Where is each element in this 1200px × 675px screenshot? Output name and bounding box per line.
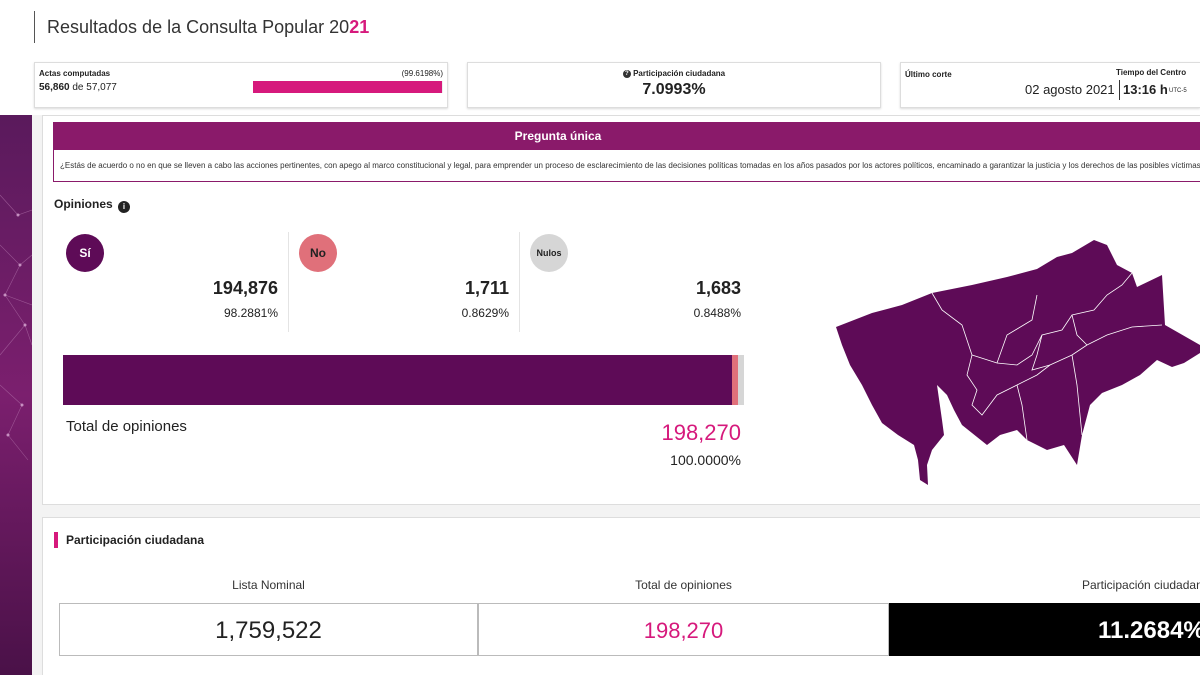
option-si-percent: 98.2881% xyxy=(223,306,278,320)
actas-computed: 56,860 xyxy=(39,82,70,93)
actas-of: de xyxy=(72,82,84,93)
option-no-percent: 0.8629% xyxy=(461,306,509,320)
network-pattern-icon xyxy=(0,194,32,461)
corte-label: Último corte xyxy=(905,70,952,79)
participacion-top-value: 7.0993% xyxy=(642,81,706,98)
participacion-top-card: ? Participación ciudadana 7.0993% xyxy=(467,62,881,108)
total-opiniones-box-value: 198,270 xyxy=(478,603,889,656)
option-no: No 1,711 0.8629% xyxy=(297,232,509,332)
option-no-badge: No xyxy=(299,234,337,272)
page-title-text: Resultados de la Consulta Popular 20 xyxy=(47,16,350,37)
total-opiniones-col-label: Total de opiniones xyxy=(635,578,732,592)
page-title: Resultados de la Consulta Popular 20 21 xyxy=(34,11,369,43)
lista-nominal-label: Lista Nominal xyxy=(232,578,305,592)
state-map[interactable] xyxy=(832,235,1200,485)
total-opiniones-value: 198,270 xyxy=(661,420,741,445)
option-nulos-percent: 0.8488% xyxy=(693,306,741,320)
stacked-bar-nulos xyxy=(738,355,744,405)
opiniones-stacked-bar xyxy=(63,355,744,405)
option-nulos-votes: 1,683 xyxy=(695,278,741,298)
participacion-value: 11.2684% xyxy=(889,603,1200,656)
pregunta-title: Pregunta única xyxy=(53,122,1200,150)
info-icon[interactable]: ? xyxy=(622,69,631,78)
corte-divider xyxy=(1119,80,1120,100)
ultimo-corte-card: Último corte Tiempo del Centro 02 agosto… xyxy=(900,62,1200,108)
stacked-bar-si xyxy=(63,355,733,405)
total-opiniones-label: Total de opiniones xyxy=(66,418,187,435)
stacked-bar-no xyxy=(732,355,739,405)
actas-value: 56,860 de 57,077 xyxy=(39,82,117,93)
actas-total: 57,077 xyxy=(86,82,117,93)
option-si-badge: Sí xyxy=(66,234,104,272)
option-nulos-badge: Nulos xyxy=(530,234,568,272)
divider xyxy=(288,232,289,332)
actas-progress-bar xyxy=(253,81,443,93)
participacion-col-label: Participación ciudadana xyxy=(1082,578,1200,592)
actas-label: Actas computadas xyxy=(39,69,111,78)
option-no-votes: 1,711 xyxy=(464,278,509,298)
tiempo-centro-label: Tiempo del Centro xyxy=(1116,68,1187,77)
corte-date: 02 agosto 2021 xyxy=(1025,82,1115,97)
divider xyxy=(519,232,520,332)
participacion-top-label: Participación ciudadana xyxy=(633,69,726,78)
sidebar-decoration xyxy=(0,115,32,675)
info-icon[interactable]: i xyxy=(118,201,131,213)
map-borders xyxy=(931,272,1163,441)
opiniones-heading: Opiniones i xyxy=(54,197,131,213)
page-title-accent: 21 xyxy=(349,16,370,37)
total-opiniones-percent: 100.0000% xyxy=(670,452,741,468)
actas-computadas-card: Actas computadas 56,860 de 57,077 (99.61… xyxy=(34,62,448,108)
option-si-votes: 194,876 xyxy=(212,278,278,298)
corte-time: 13:16 h xyxy=(1123,82,1168,97)
participacion-title: Participación ciudadana xyxy=(54,532,204,548)
actas-progress-fill xyxy=(253,81,443,93)
option-si: Sí 194,876 98.2881% xyxy=(64,232,278,332)
opiniones-title: Opiniones xyxy=(54,197,113,211)
lista-nominal-value: 1,759,522 xyxy=(59,603,478,656)
actas-percent: (99.6198%) xyxy=(401,69,443,78)
option-nulos: Nulos 1,683 0.8488% xyxy=(528,232,741,332)
corte-timezone: UTC-5 xyxy=(1169,88,1187,94)
pregunta-text: ¿Estás de acuerdo o no en que se lleven … xyxy=(53,150,1200,182)
map-region[interactable] xyxy=(836,240,1200,485)
